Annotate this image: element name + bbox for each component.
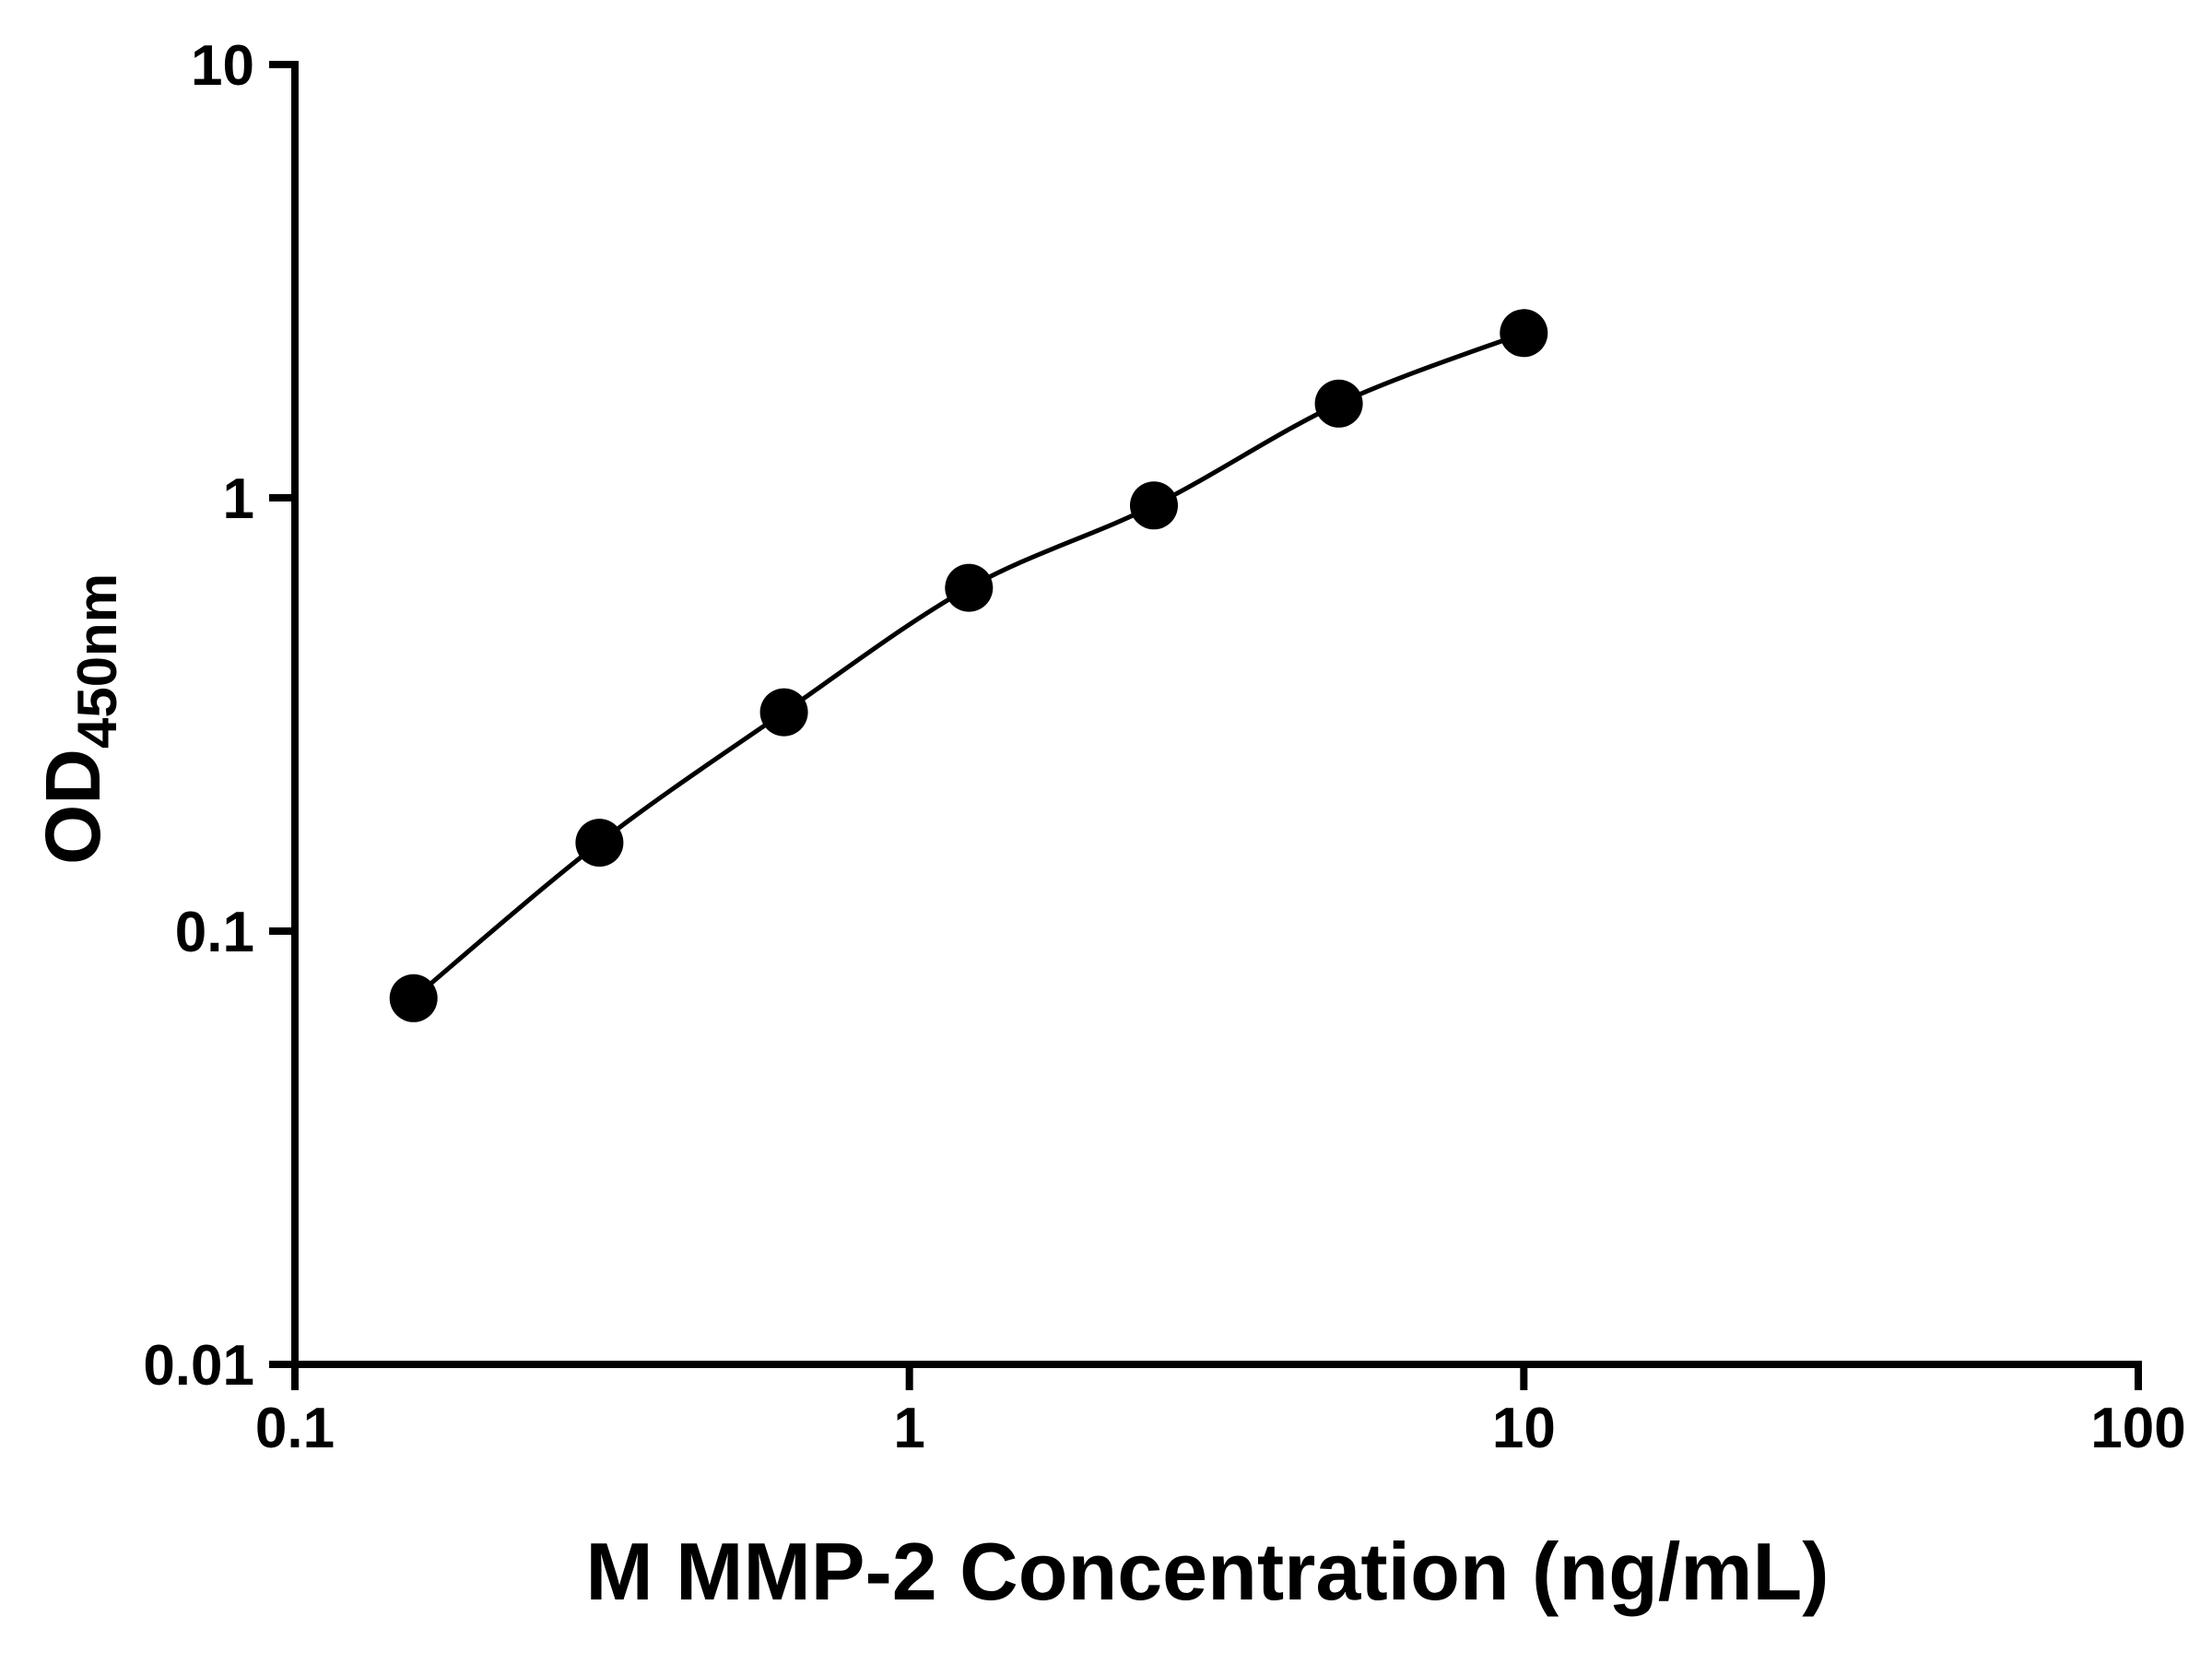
axis-spine [291, 61, 2142, 1368]
y-axis-title: OD450nm [29, 573, 128, 865]
data-point [759, 688, 808, 737]
y-axis-title-subscript: 450nm [66, 573, 128, 749]
x-axis-tick-label: 100 [2090, 1397, 2185, 1460]
data-point [945, 563, 994, 612]
data-point [1500, 309, 1548, 358]
y-axis-tick-label: 0.1 [175, 901, 254, 964]
axes-layer [291, 61, 2142, 1368]
x-axis-tick-label: 10 [1492, 1397, 1556, 1460]
y-axis-tick-label: 0.01 [143, 1334, 254, 1398]
y-axis-tick-label: 10 [191, 34, 254, 98]
data-layer [389, 309, 1548, 1022]
data-point [389, 974, 438, 1022]
x-axis-tick-label: 0.1 [255, 1397, 335, 1460]
data-point [1130, 481, 1178, 530]
data-point [1314, 379, 1363, 428]
y-axis-tick-label: 1 [223, 467, 254, 531]
x-axis-tick-label: 1 [893, 1397, 924, 1460]
x-axis-title: M MMP-2 Concentration (ng/mL) [585, 1526, 1829, 1617]
standard-curve-line [412, 330, 1525, 1000]
y-axis-title-main: OD [29, 749, 116, 865]
data-point [575, 819, 624, 867]
